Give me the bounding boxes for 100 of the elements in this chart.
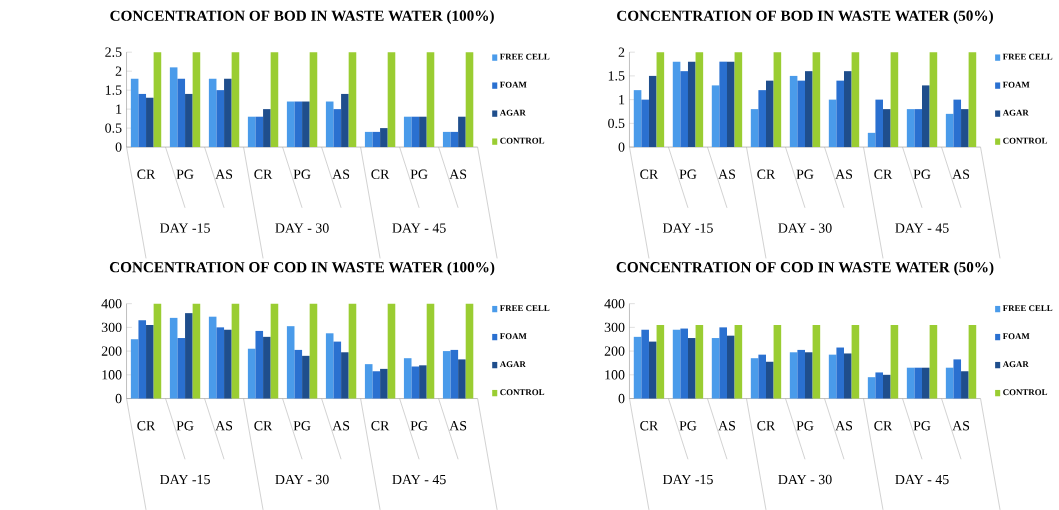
bar [836, 80, 845, 148]
bar [875, 99, 884, 148]
bar [450, 349, 459, 399]
x-tick-label: CR [874, 169, 893, 179]
bar [348, 52, 357, 148]
text: DAY - 30 [275, 474, 329, 485]
legend-label: CONTROL [500, 137, 545, 144]
legend-label: AGAR [1002, 109, 1029, 116]
bar [812, 324, 821, 399]
x-tick-label: AS [449, 421, 467, 431]
bar [719, 61, 727, 148]
bar [231, 303, 240, 399]
bar [648, 341, 657, 399]
x-tick-label: AS [215, 169, 233, 179]
x-tick-label: AS [718, 421, 735, 431]
bar [922, 85, 930, 148]
bar [465, 52, 474, 148]
bar [130, 339, 139, 399]
chart-title: CONCENTRATION OF COD IN WASTE WATER (100%) [109, 261, 495, 276]
bar [867, 132, 876, 148]
bar [387, 303, 396, 399]
bar [726, 61, 735, 148]
bar [169, 67, 178, 148]
text: DAY - 45 [895, 223, 949, 233]
bar [255, 330, 264, 399]
bar [929, 52, 938, 148]
bar [734, 52, 743, 148]
x-tick-label: PG [679, 169, 697, 179]
bar [208, 316, 217, 399]
x-tick-label: PG [293, 421, 311, 431]
y-tick-label: 400 [101, 298, 122, 309]
x-tick-label: PG [796, 421, 814, 431]
x-tick-label: PG [410, 169, 428, 179]
bar [812, 52, 821, 148]
bar [216, 90, 225, 148]
bar [146, 324, 154, 399]
x-tick-label: CR [371, 169, 390, 179]
bar [758, 354, 766, 399]
bar [883, 109, 891, 148]
bar [458, 116, 466, 148]
legend-label: FREE CELL [1002, 53, 1053, 60]
bar [687, 337, 696, 399]
x-tick-label: CR [137, 421, 156, 431]
bar [789, 75, 798, 148]
bar [216, 327, 225, 399]
text: DAY -15 [662, 223, 713, 233]
bar [169, 317, 178, 399]
bar [263, 336, 271, 399]
y-tick-label: 2.5 [105, 47, 122, 57]
y-tick-label: 100 [102, 370, 122, 380]
y-tick-label: 0 [618, 393, 625, 404]
bar [656, 52, 665, 148]
bar [177, 78, 186, 148]
bar [263, 109, 271, 148]
text: DAY -15 [159, 223, 210, 233]
bar [138, 320, 147, 399]
bar [286, 101, 295, 148]
x-tick-label: PG [410, 421, 428, 431]
bar [672, 61, 681, 148]
bar [270, 303, 279, 399]
bar [341, 93, 349, 148]
bar [695, 52, 704, 148]
text: DAY -15 [159, 474, 210, 485]
bar [294, 101, 303, 148]
bar [953, 99, 962, 148]
y-tick-label: 300 [604, 322, 625, 332]
x-tick-label: CR [757, 421, 776, 431]
legend-label: FOAM [499, 81, 527, 88]
bar [302, 101, 310, 148]
bar [797, 349, 805, 399]
y-tick-label: 200 [101, 346, 122, 356]
bar [130, 78, 139, 148]
bar [961, 371, 969, 399]
bar [890, 52, 899, 148]
y-tick-label: 200 [604, 346, 625, 356]
text: DAY - 30 [778, 223, 832, 233]
bar [687, 61, 696, 148]
text: DAY - 45 [392, 474, 446, 485]
x-tick-label: AS [332, 421, 350, 431]
bar [750, 109, 759, 148]
y-tick-label: 0.5 [608, 118, 625, 129]
bar [672, 329, 681, 399]
bar [333, 341, 342, 399]
legend-label: FOAM [1002, 333, 1030, 340]
bar [680, 71, 688, 148]
legend-label: CONTROL [500, 389, 545, 396]
bar [465, 303, 474, 399]
text: DAY - 45 [895, 474, 949, 485]
legend-label: AGAR [499, 109, 526, 116]
bar [247, 116, 256, 148]
bar [945, 113, 954, 148]
bar [380, 128, 388, 148]
x-tick-label: AS [332, 169, 350, 179]
bar [968, 52, 977, 148]
bar [153, 303, 162, 399]
bar [419, 116, 427, 148]
bar [695, 324, 704, 399]
x-tick-label: CR [640, 169, 659, 179]
bar [633, 90, 642, 148]
bar [255, 116, 264, 148]
